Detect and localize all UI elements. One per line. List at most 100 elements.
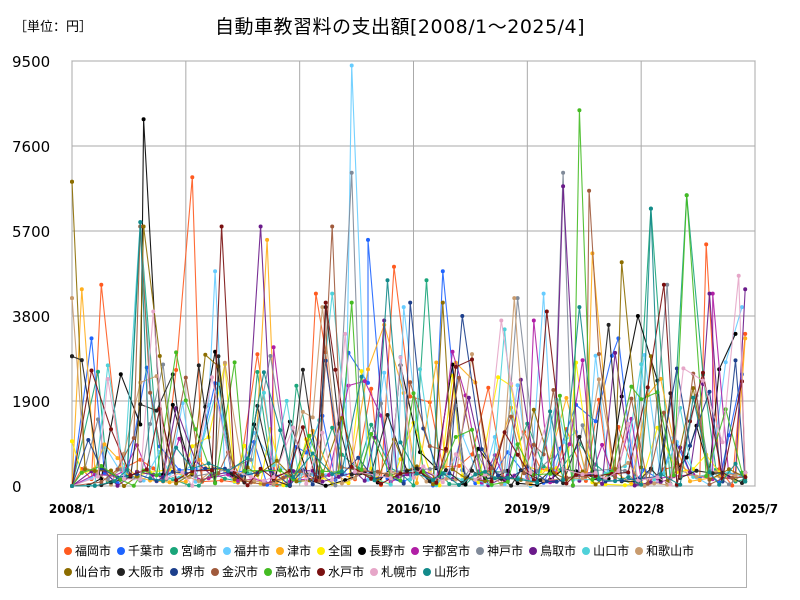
legend-marker [423, 567, 432, 576]
data-point [531, 407, 536, 412]
data-point [626, 421, 631, 426]
data-point [148, 476, 153, 481]
data-point [632, 483, 637, 488]
data-point [174, 445, 179, 450]
series-line [71, 119, 736, 487]
data-point [626, 475, 631, 480]
legend-item: 大阪市 [117, 561, 164, 582]
data-point [310, 482, 315, 487]
data-point [528, 470, 533, 475]
data-point [366, 367, 370, 372]
legend-item: 山口市 [582, 540, 629, 561]
data-point [317, 478, 322, 483]
data-point [271, 345, 276, 350]
data-point [688, 479, 692, 484]
data-point [661, 282, 666, 287]
data-point [398, 478, 403, 483]
legend-marker [370, 567, 379, 576]
data-point [359, 369, 364, 374]
data-point [733, 358, 738, 363]
data-point [366, 237, 370, 242]
data-point [616, 469, 621, 473]
data-point [479, 447, 484, 452]
data-point [304, 481, 309, 486]
legend-item: 鳥取市 [529, 540, 576, 561]
data-point [645, 385, 650, 390]
data-point [743, 331, 748, 336]
data-point [183, 398, 188, 403]
legend-marker [64, 567, 72, 576]
data-point [535, 480, 540, 485]
data-point [502, 430, 507, 435]
data-point [144, 467, 149, 472]
data-point [92, 483, 97, 488]
data-point [86, 438, 91, 442]
data-point [424, 278, 429, 283]
data-point [707, 482, 712, 487]
series-line [71, 177, 746, 487]
data-point [138, 477, 143, 482]
legend-item: 和歌山市 [635, 540, 694, 561]
data-point [444, 468, 448, 473]
data-point [531, 318, 536, 323]
data-point [408, 380, 413, 385]
data-point [603, 482, 608, 487]
data-point [79, 470, 84, 475]
data-point [596, 477, 601, 482]
data-point [99, 282, 104, 287]
data-point [187, 483, 192, 488]
data-point [671, 473, 676, 478]
data-point [284, 398, 289, 403]
data-point [323, 483, 328, 488]
data-point [720, 440, 725, 445]
data-point [349, 170, 354, 175]
data-point [330, 224, 335, 229]
data-point [730, 475, 735, 480]
data-point [694, 468, 699, 473]
data-point [674, 366, 679, 371]
data-point [577, 305, 582, 310]
data-point [723, 360, 728, 365]
data-point [92, 469, 97, 473]
data-point [388, 482, 393, 487]
data-point [141, 224, 146, 229]
data-point [255, 352, 260, 357]
data-point [593, 482, 598, 487]
data-point [658, 472, 663, 477]
data-point [349, 472, 354, 477]
data-point [639, 465, 644, 470]
data-point [372, 478, 377, 483]
data-point [258, 224, 263, 229]
data-point [470, 357, 474, 362]
data-point [440, 300, 445, 305]
data-point [691, 386, 696, 391]
data-point [408, 300, 413, 305]
data-point [453, 452, 458, 457]
series-神戸市 [70, 170, 748, 488]
data-point [281, 475, 286, 480]
data-point [248, 457, 253, 462]
data-point [684, 193, 689, 198]
data-point [561, 170, 566, 175]
data-point [648, 206, 653, 211]
data-point [701, 378, 705, 383]
data-point [473, 472, 478, 477]
data-point [362, 478, 367, 483]
data-point [457, 375, 461, 380]
data-point [593, 473, 598, 478]
legend-label: 和歌山市 [646, 544, 695, 558]
x-tick-label: 2025/7 [732, 502, 778, 516]
data-point [96, 369, 100, 374]
data-point [366, 380, 370, 385]
chart-canvas: 0 1900 3800 5700 7600 9500 2008/1 2010/12 2013/1… [12, 53, 778, 516]
data-point [577, 434, 582, 439]
data-point [320, 305, 325, 310]
data-point [668, 482, 673, 487]
data-point [427, 444, 432, 449]
data-point [561, 184, 566, 189]
legend-label: 堺市 [181, 565, 206, 579]
data-point [619, 260, 624, 265]
data-point [457, 483, 461, 487]
data-point [209, 468, 214, 473]
data-point [226, 469, 231, 473]
